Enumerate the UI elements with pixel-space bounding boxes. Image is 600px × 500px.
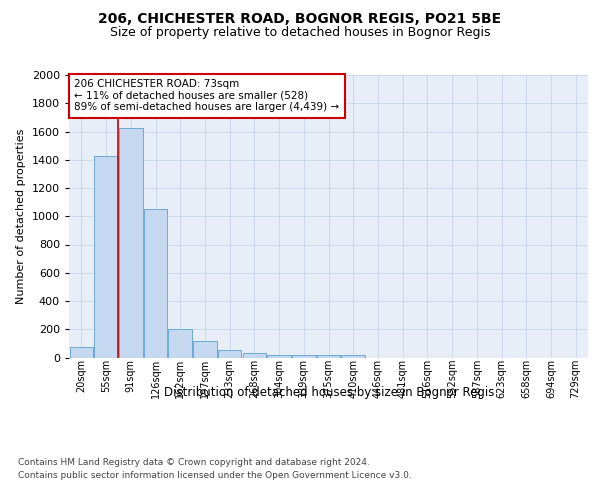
Bar	[144, 209, 167, 358]
Text: Distribution of detached houses by size in Bognor Regis: Distribution of detached houses by size …	[164, 386, 494, 399]
Bar	[242, 354, 266, 358]
Bar	[341, 356, 365, 358]
Bar	[119, 128, 143, 358]
Text: Contains public sector information licensed under the Open Government Licence v3: Contains public sector information licen…	[18, 470, 412, 480]
Bar	[193, 340, 217, 357]
Text: 206 CHICHESTER ROAD: 73sqm
← 11% of detached houses are smaller (528)
89% of sem: 206 CHICHESTER ROAD: 73sqm ← 11% of deta…	[74, 79, 340, 112]
Bar	[292, 354, 316, 358]
Bar	[169, 329, 192, 358]
Bar	[70, 347, 93, 358]
Text: 206, CHICHESTER ROAD, BOGNOR REGIS, PO21 5BE: 206, CHICHESTER ROAD, BOGNOR REGIS, PO21…	[98, 12, 502, 26]
Bar	[317, 356, 340, 358]
Bar	[218, 350, 241, 358]
Text: Contains HM Land Registry data © Crown copyright and database right 2024.: Contains HM Land Registry data © Crown c…	[18, 458, 370, 467]
Bar	[268, 354, 291, 358]
Bar	[94, 156, 118, 358]
Y-axis label: Number of detached properties: Number of detached properties	[16, 128, 26, 304]
Text: Size of property relative to detached houses in Bognor Regis: Size of property relative to detached ho…	[110, 26, 490, 39]
